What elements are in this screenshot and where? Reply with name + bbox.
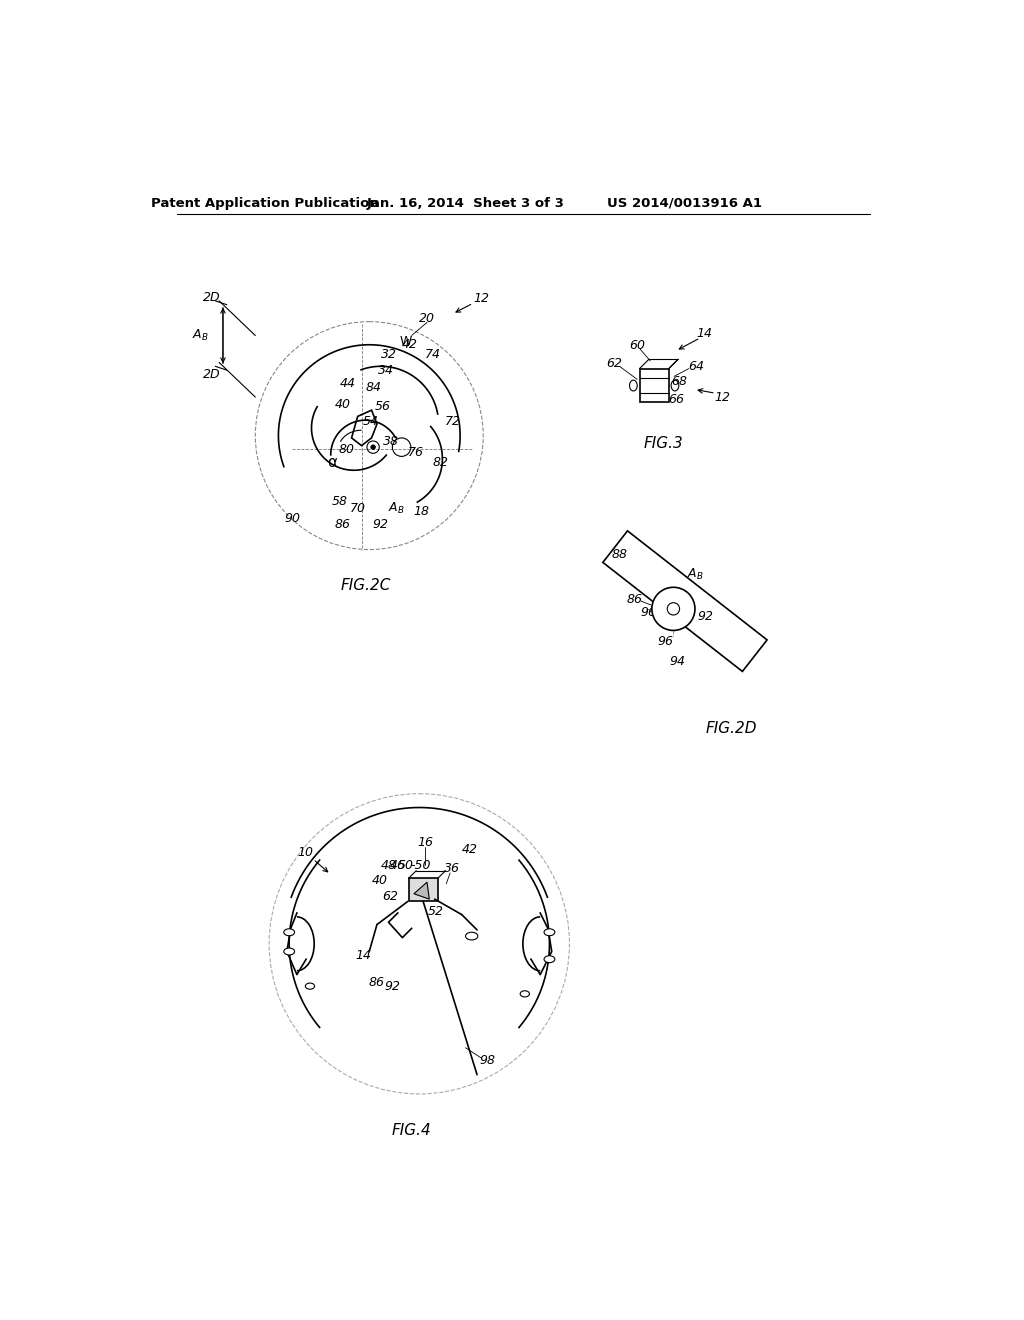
Circle shape <box>371 445 376 449</box>
Text: W: W <box>399 335 412 348</box>
Text: 72: 72 <box>444 416 461 428</box>
Text: $A_B$: $A_B$ <box>687 566 703 582</box>
Text: 44: 44 <box>340 376 355 389</box>
Text: 14: 14 <box>356 949 372 962</box>
Text: 82: 82 <box>432 455 449 469</box>
Text: 86: 86 <box>369 975 385 989</box>
Text: 92: 92 <box>373 517 389 531</box>
Text: 10: 10 <box>297 846 313 859</box>
Text: 60: 60 <box>629 339 645 352</box>
Ellipse shape <box>284 948 295 954</box>
Text: 38: 38 <box>383 436 398 449</box>
Text: 92: 92 <box>697 610 714 623</box>
Text: $A_B$: $A_B$ <box>388 502 404 516</box>
Text: 48: 48 <box>381 859 396 871</box>
Text: $A_B$: $A_B$ <box>191 327 208 343</box>
Polygon shape <box>603 531 767 672</box>
Polygon shape <box>414 882 429 899</box>
Text: 98: 98 <box>479 1055 495 1068</box>
Text: 16: 16 <box>418 836 433 849</box>
Text: FIG.2D: FIG.2D <box>706 721 757 735</box>
Text: 18: 18 <box>414 504 430 517</box>
Text: 2D: 2D <box>203 290 220 304</box>
Text: 46: 46 <box>390 859 406 871</box>
Text: 74: 74 <box>424 348 440 362</box>
Text: 2D: 2D <box>203 367 220 380</box>
Text: 40: 40 <box>334 399 350 412</box>
Text: FIG.3: FIG.3 <box>643 436 683 451</box>
Text: -50: -50 <box>410 859 430 871</box>
Ellipse shape <box>544 956 555 962</box>
Text: 50: 50 <box>397 859 414 871</box>
Text: FIG.4: FIG.4 <box>392 1123 431 1138</box>
Text: 68: 68 <box>671 375 687 388</box>
Circle shape <box>652 587 695 631</box>
Text: 12: 12 <box>473 292 488 305</box>
Ellipse shape <box>305 983 314 989</box>
Ellipse shape <box>544 929 555 936</box>
Text: 96: 96 <box>641 606 656 619</box>
Text: 54: 54 <box>362 416 379 428</box>
Text: 56: 56 <box>375 400 391 413</box>
Text: 84: 84 <box>366 381 381 395</box>
Text: 40: 40 <box>372 874 387 887</box>
Text: 80: 80 <box>338 444 354 455</box>
Text: 86: 86 <box>627 593 643 606</box>
Text: 70: 70 <box>350 502 366 515</box>
Text: 14: 14 <box>696 326 713 339</box>
Text: 32: 32 <box>381 348 396 362</box>
Text: US 2014/0013916 A1: US 2014/0013916 A1 <box>607 197 763 210</box>
Text: 58: 58 <box>332 495 348 508</box>
Text: FIG.2C: FIG.2C <box>340 578 390 593</box>
Text: 90: 90 <box>285 512 300 525</box>
Text: 62: 62 <box>606 358 623 371</box>
Text: 92: 92 <box>384 979 400 993</box>
Text: 42: 42 <box>401 338 418 351</box>
Text: 66: 66 <box>668 393 684 407</box>
Text: 34: 34 <box>378 363 394 376</box>
Text: 88: 88 <box>611 548 628 561</box>
Text: 86: 86 <box>334 517 350 531</box>
Text: 42: 42 <box>462 843 477 857</box>
Text: 36: 36 <box>443 862 460 875</box>
Text: 62: 62 <box>382 890 398 903</box>
Text: Patent Application Publication: Patent Application Publication <box>152 197 379 210</box>
Text: 96: 96 <box>657 635 674 648</box>
Text: 76: 76 <box>408 446 424 459</box>
Text: 12: 12 <box>714 391 730 404</box>
Text: α: α <box>328 455 337 470</box>
Text: 64: 64 <box>688 360 705 372</box>
Text: Jan. 16, 2014  Sheet 3 of 3: Jan. 16, 2014 Sheet 3 of 3 <box>367 197 564 210</box>
Text: 94: 94 <box>670 655 685 668</box>
Ellipse shape <box>284 929 295 936</box>
Ellipse shape <box>520 991 529 997</box>
Text: 20: 20 <box>419 312 435 325</box>
Polygon shape <box>409 878 438 902</box>
Text: 52: 52 <box>428 906 444 917</box>
